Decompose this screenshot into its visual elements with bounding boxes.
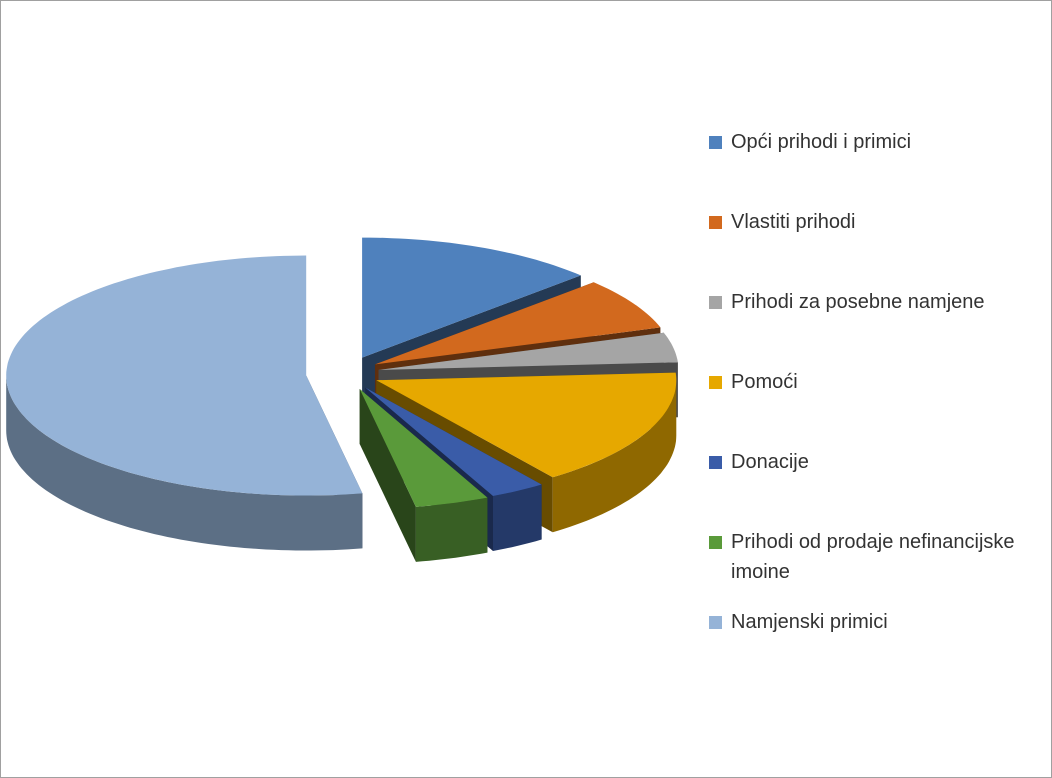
slice-side [359, 389, 416, 562]
legend-swatch [709, 376, 722, 389]
slice-wall [415, 497, 488, 562]
legend-item: Pomoći [709, 367, 1039, 397]
legend-label: Donacije [731, 451, 809, 473]
legend-swatch [709, 216, 722, 229]
legend-item: Prihodi za posebne namjene [709, 287, 1039, 317]
legend-item: Prihodi od prodaje nefinancijske imoine [709, 527, 1039, 587]
slice [359, 389, 488, 562]
legend-item: Namjenski primici [709, 607, 1039, 637]
slice-top [362, 237, 581, 358]
slice-wall [552, 380, 677, 533]
legend-label: Pomoći [731, 371, 798, 393]
legend-swatch [709, 616, 722, 629]
legend-label: Prihodi od prodaje nefinancijske imoine [731, 531, 1015, 583]
legend-label: Prihodi za posebne namjene [731, 291, 985, 313]
legend-label: Vlastiti prihodi [731, 211, 856, 233]
legend-item: Opći prihodi i primici [709, 127, 1039, 157]
legend-swatch [709, 536, 722, 549]
legend-label: Namjenski primici [731, 611, 888, 633]
slice-top [376, 372, 677, 478]
slice-wall [493, 484, 542, 551]
pie-area [6, 237, 678, 562]
slice-top [6, 255, 363, 496]
slice-top [365, 387, 542, 496]
legend-swatch [709, 136, 722, 149]
legend-swatch [709, 456, 722, 469]
slice-top [375, 282, 661, 365]
legend-swatch [709, 296, 722, 309]
slice-wall [6, 375, 363, 551]
legend-item: Donacije [709, 447, 1039, 477]
legend-label: Opći prihodi i primici [731, 131, 912, 153]
slice-top [378, 332, 678, 370]
slice [6, 255, 363, 551]
slice-top [359, 389, 488, 507]
legend-item: Vlastiti prihodi [709, 207, 1039, 237]
